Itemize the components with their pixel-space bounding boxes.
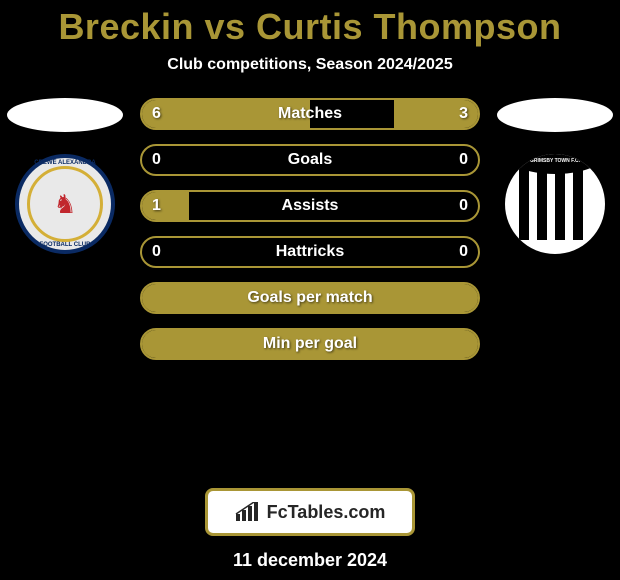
stripe-icon: [519, 168, 529, 240]
stat-bar: 63Matches: [140, 98, 480, 130]
comparison-card: Breckin vs Curtis Thompson Club competit…: [0, 0, 620, 580]
content-area: CREWE ALEXANDRA FOOTBALL CLUB ♞ GRIMSBY …: [0, 98, 620, 478]
stat-label: Hattricks: [142, 243, 478, 261]
club-badge-right: GRIMSBY TOWN F.C.: [505, 154, 605, 254]
attribution-text: FcTables.com: [267, 502, 386, 523]
stat-label: Goals: [142, 151, 478, 169]
club-badge-left: CREWE ALEXANDRA FOOTBALL CLUB ♞: [15, 154, 115, 254]
stripe-icon: [537, 168, 547, 240]
stat-bar: Goals per match: [140, 282, 480, 314]
stat-bar: 10Assists: [140, 190, 480, 222]
left-player-column: CREWE ALEXANDRA FOOTBALL CLUB ♞: [0, 98, 130, 254]
stripe-icon: [555, 168, 565, 240]
stat-bars: 63Matches 00Goals 10Assists 00Hattricks Goal…: [140, 98, 480, 360]
badge-left-text-bottom: FOOTBALL CLUB: [19, 242, 111, 248]
lion-icon: ♞: [53, 189, 76, 220]
stat-label: Min per goal: [142, 335, 478, 353]
stripe-icon: [573, 168, 583, 240]
stat-bar: 00Goals: [140, 144, 480, 176]
player-right-oval: [497, 98, 613, 132]
stat-bar: 00Hattricks: [140, 236, 480, 268]
chart-icon: [235, 502, 261, 522]
badge-left-inner-ring: ♞: [27, 166, 103, 242]
attribution-badge: FcTables.com: [205, 488, 415, 536]
stat-label: Goals per match: [142, 289, 478, 307]
stat-label: Assists: [142, 197, 478, 215]
date-text: 11 december 2024: [0, 550, 620, 571]
player-left-oval: [7, 98, 123, 132]
season-subtitle: Club competitions, Season 2024/2025: [0, 56, 620, 74]
stat-label: Matches: [142, 105, 478, 123]
right-player-column: GRIMSBY TOWN F.C.: [490, 98, 620, 254]
stat-bar: Min per goal: [140, 328, 480, 360]
page-title: Breckin vs Curtis Thompson: [0, 0, 620, 48]
